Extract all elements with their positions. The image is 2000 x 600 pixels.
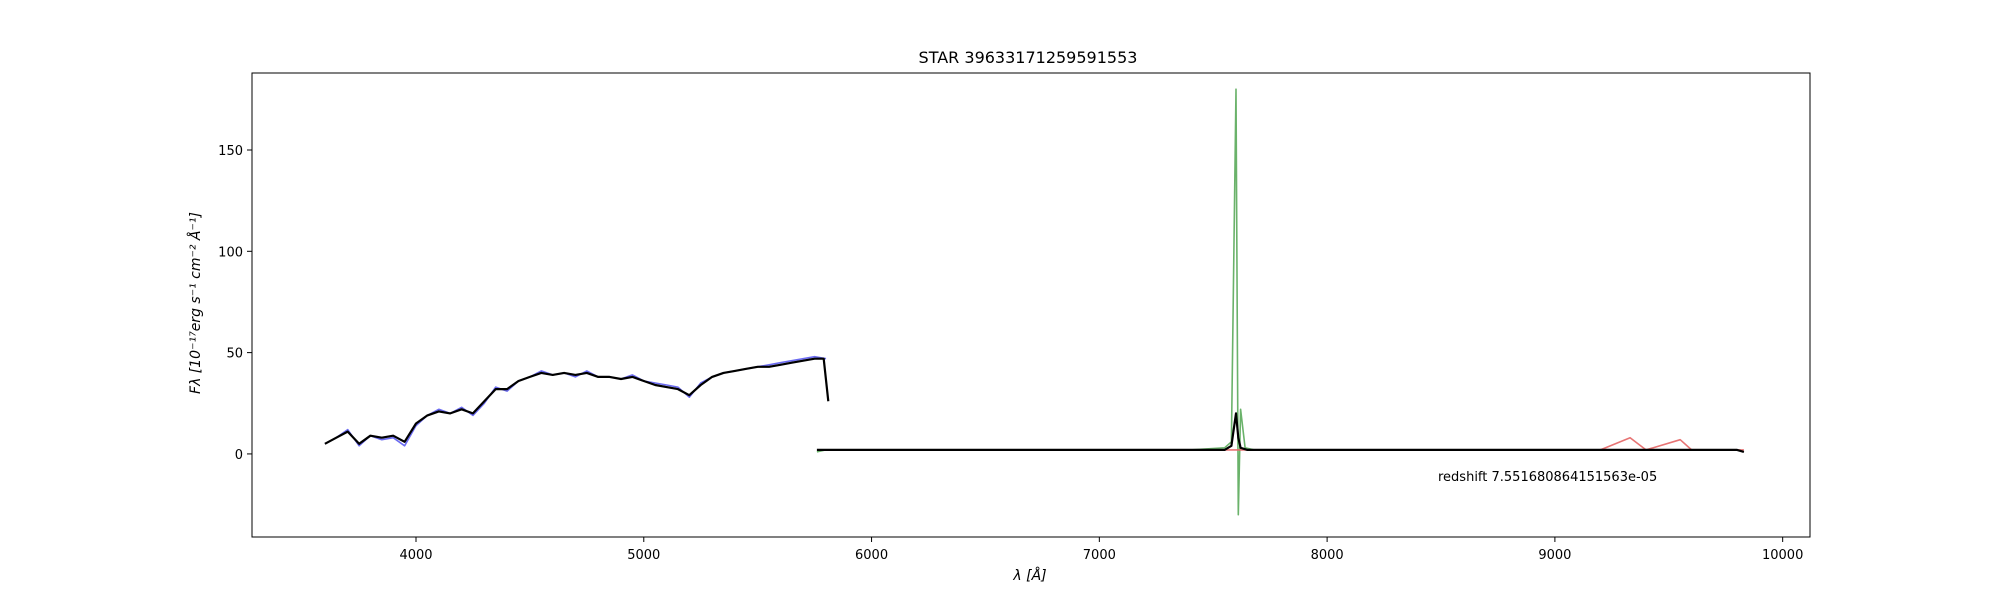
x-tick-label: 7000 [1083,548,1116,563]
x-tick-label: 4000 [399,548,432,563]
x-tick-label: 10000 [1762,548,1803,563]
x-axis: 4000 5000 6000 7000 8000 9000 10000 [399,537,1803,563]
y-tick-label: 0 [235,448,243,463]
y-tick-label: 100 [218,245,243,260]
y-axis-label: Fλ [10⁻¹⁷erg s⁻¹ cm⁻² Å⁻¹] [187,212,204,394]
y-tick-label: 150 [218,144,243,159]
series-line-model_red [816,412,1745,453]
plot-area [324,88,1745,516]
series-line-model [324,357,830,445]
x-tick-label: 9000 [1538,548,1571,563]
x-tick-label: 5000 [627,548,660,563]
chart-title: STAR 39633171259591553 [919,48,1138,67]
series-line-z [1217,436,1744,451]
axes-frame [251,72,1811,538]
x-axis-label: λ [Å] [1012,567,1046,584]
y-tick-label: 50 [226,347,243,362]
redshift-annotation: redshift 7.551680864151563e-05 [1438,470,1657,485]
y-axis: 0 50 100 150 [218,144,252,463]
series-line-b [324,355,827,447]
x-tick-label: 8000 [1311,548,1344,563]
x-tick-label: 6000 [855,548,888,563]
